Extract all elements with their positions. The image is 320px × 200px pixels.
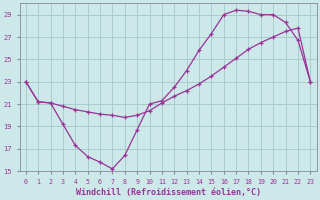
X-axis label: Windchill (Refroidissement éolien,°C): Windchill (Refroidissement éolien,°C) (76, 188, 260, 197)
